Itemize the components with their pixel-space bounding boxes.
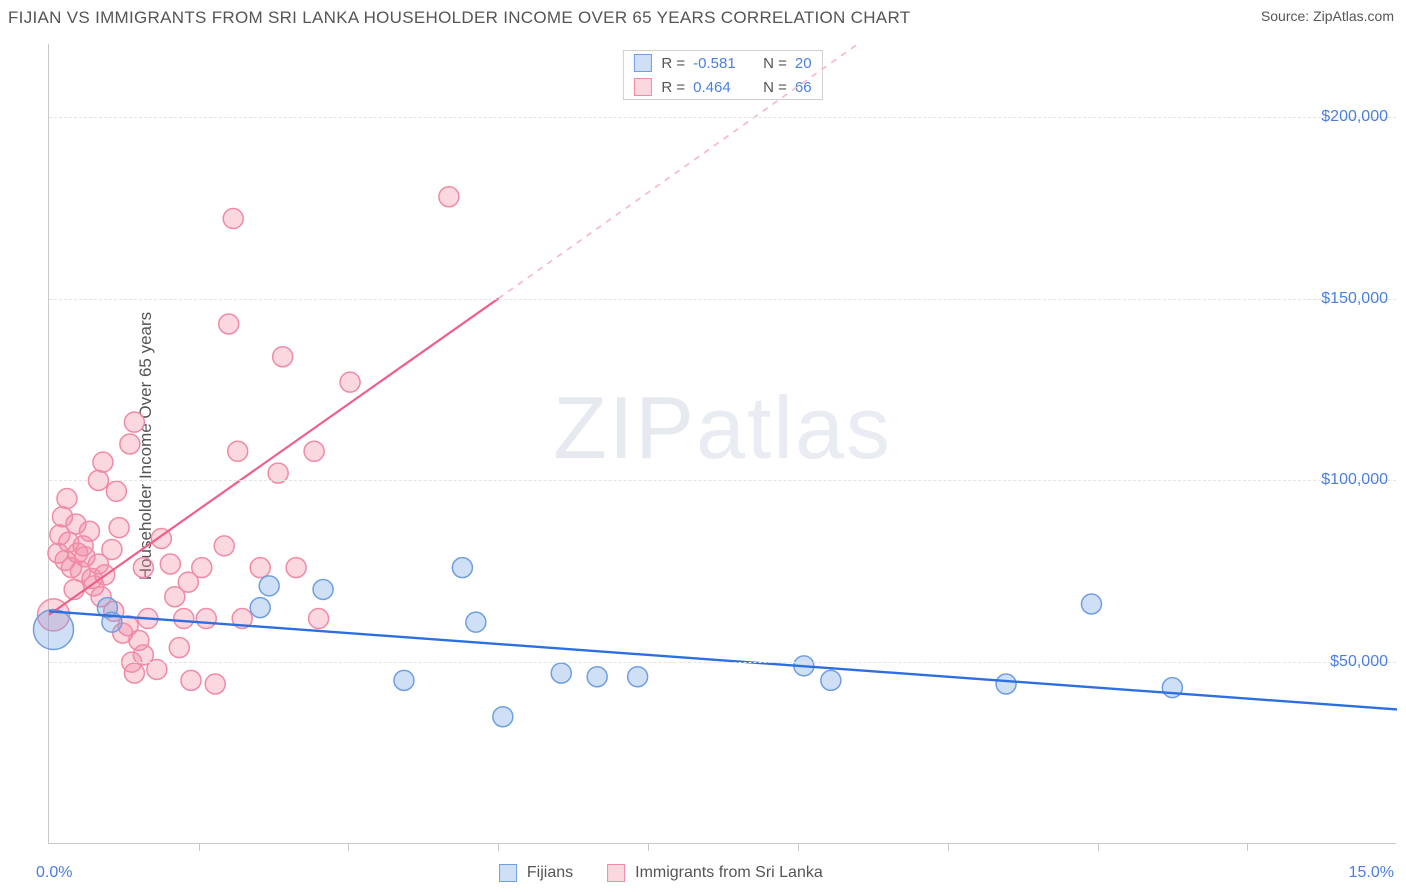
x-axis-min-label: 0.0% [36,864,72,882]
data-point [250,558,270,578]
x-tick [1098,843,1099,851]
y-tick-label: $200,000 [1321,108,1388,126]
data-point [109,518,129,538]
data-point [493,707,513,727]
data-point [120,434,140,454]
data-point [93,452,113,472]
plot-svg [49,44,1396,843]
source-prefix: Source: [1261,8,1313,24]
swatch-srilanka [607,864,625,882]
data-point [313,579,333,599]
data-point [106,481,126,501]
data-point [439,187,459,207]
data-point [102,539,122,559]
x-tick [1247,843,1248,851]
data-point [57,489,77,509]
y-tick-label: $150,000 [1321,290,1388,308]
data-point [196,609,216,629]
data-point [205,674,225,694]
data-point [304,441,324,461]
data-point [33,609,73,649]
data-point [394,670,414,690]
gridline [49,117,1396,118]
data-point [286,558,306,578]
data-point [79,521,99,541]
data-point [996,674,1016,694]
gridline [49,299,1396,300]
data-point [214,536,234,556]
data-point [340,372,360,392]
data-point [259,576,279,596]
x-tick [948,843,949,851]
source-link[interactable]: ZipAtlas.com [1313,8,1394,24]
data-point [452,558,472,578]
y-tick-label: $100,000 [1321,471,1388,489]
data-point [124,412,144,432]
data-point [587,667,607,687]
legend-fijians-label: Fijians [527,864,573,882]
data-point [181,670,201,690]
gridline [49,480,1396,481]
data-point [228,441,248,461]
x-axis-max-label: 15.0% [1349,864,1394,882]
data-point [160,554,180,574]
data-point [124,663,144,683]
data-point [309,609,329,629]
x-tick [199,843,200,851]
x-tick [798,843,799,851]
data-point [174,609,194,629]
legend-bottom: Fijians Immigrants from Sri Lanka [499,864,823,882]
data-point [219,314,239,334]
data-point [192,558,212,578]
data-point [628,667,648,687]
chart-title: FIJIAN VS IMMIGRANTS FROM SRI LANKA HOUS… [8,8,910,28]
data-point [223,209,243,229]
data-point [133,558,153,578]
x-tick [648,843,649,851]
legend-srilanka-label: Immigrants from Sri Lanka [635,864,823,882]
swatch-fijians [499,864,517,882]
data-point [466,612,486,632]
data-point [169,638,189,658]
data-point [551,663,571,683]
data-point [250,598,270,618]
chart-area: ZIPatlas R = -0.581 N = 20 R = 0.464 N =… [48,44,1396,844]
data-point [821,670,841,690]
x-tick [348,843,349,851]
gridline [49,662,1396,663]
source-label: Source: ZipAtlas.com [1261,8,1394,24]
trend-line [498,44,857,299]
data-point [273,347,293,367]
trend-line [49,299,498,615]
trend-line [49,611,1397,709]
y-tick-label: $50,000 [1330,653,1388,671]
x-tick [498,843,499,851]
data-point [1081,594,1101,614]
